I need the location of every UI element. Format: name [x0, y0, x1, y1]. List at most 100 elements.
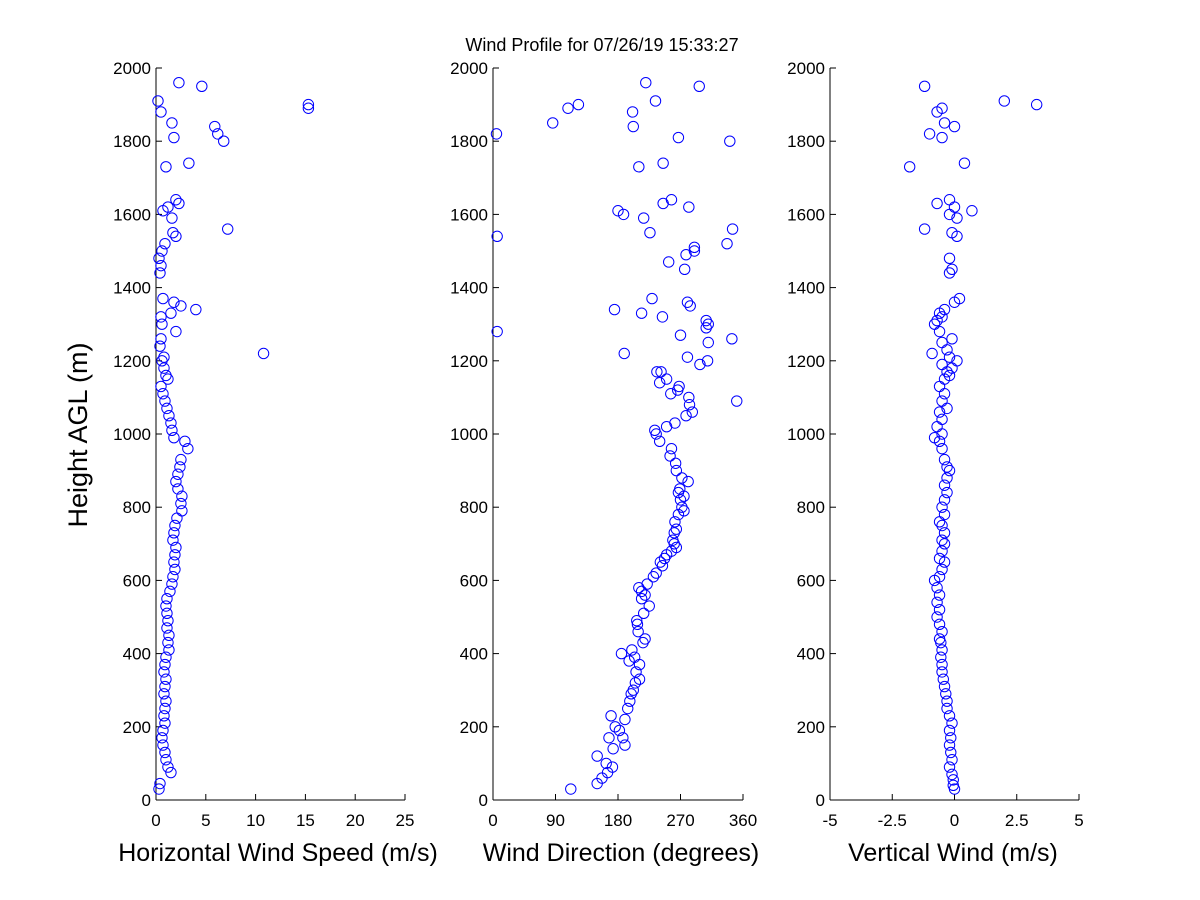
- data-point: [928, 431, 941, 444]
- data-point: [633, 582, 645, 594]
- data-point: [938, 508, 951, 521]
- data-point: [159, 717, 171, 729]
- data-point: [565, 783, 577, 795]
- data-point: [936, 358, 948, 371]
- data-point: [166, 578, 178, 590]
- data-point: [154, 340, 166, 352]
- data-point: [156, 732, 168, 744]
- data-point: [160, 651, 172, 663]
- data-point: [721, 237, 733, 250]
- data-point: [958, 157, 971, 169]
- panel-wind-direction: 0 200 400 600 800 1000 1200 1400 1600 1800 2000 0 90…: [450, 59, 759, 867]
- data-point: [947, 779, 959, 792]
- data-point: [190, 303, 202, 316]
- data-point: [623, 655, 635, 667]
- data-point: [665, 388, 677, 400]
- data-point: [936, 658, 948, 671]
- x-tick-label: -5: [822, 811, 837, 830]
- data-point: [644, 227, 656, 239]
- data-point: [947, 774, 959, 786]
- data-point: [700, 314, 712, 327]
- data-point: [637, 607, 650, 620]
- y-tick-label: 1600: [113, 205, 151, 224]
- data-point: [933, 380, 946, 393]
- points-wind-direction: [490, 76, 743, 795]
- data-point: [635, 593, 648, 605]
- data-point: [731, 395, 743, 407]
- data-point: [165, 417, 177, 429]
- data-point: [159, 395, 171, 407]
- data-point: [619, 739, 631, 751]
- data-point: [946, 754, 958, 766]
- data-point: [649, 95, 662, 107]
- data-point: [683, 391, 695, 404]
- data-point: [607, 743, 619, 755]
- data-point: [302, 98, 315, 111]
- data-point: [166, 117, 178, 129]
- data-point: [941, 461, 953, 473]
- data-point: [175, 497, 187, 510]
- data-point: [943, 369, 956, 382]
- data-point: [946, 263, 958, 275]
- data-point: [966, 205, 978, 217]
- points-horizontal-wind-speed: [152, 76, 315, 795]
- data-point: [169, 519, 181, 532]
- data-point: [161, 622, 173, 634]
- data-point: [631, 618, 644, 631]
- data-point: [168, 131, 180, 144]
- data-point: [656, 311, 669, 323]
- y-tick-label: 1800: [113, 132, 151, 151]
- data-point: [678, 490, 690, 502]
- data-point: [674, 329, 687, 341]
- data-point: [931, 596, 943, 609]
- data-point: [157, 739, 169, 751]
- data-point: [674, 483, 686, 495]
- data-point: [933, 618, 946, 631]
- data-point: [674, 494, 687, 506]
- data-point: [667, 534, 679, 546]
- x-tick-label: -2.5: [878, 811, 907, 830]
- data-point: [170, 541, 182, 554]
- data-point: [643, 600, 655, 612]
- data-point: [622, 702, 634, 715]
- data-point: [680, 410, 692, 422]
- data-point: [174, 461, 186, 473]
- data-point: [678, 263, 691, 275]
- data-point: [941, 695, 953, 707]
- y-tick-label: 600: [460, 571, 488, 590]
- data-point: [948, 120, 961, 133]
- data-point: [936, 625, 948, 638]
- data-point: [161, 402, 173, 415]
- data-point: [609, 721, 621, 733]
- data-point: [941, 344, 953, 356]
- y-tick-label: 2000: [787, 59, 825, 78]
- data-point: [938, 117, 951, 129]
- data-point: [672, 131, 685, 144]
- data-point: [662, 256, 675, 268]
- data-point: [933, 571, 946, 583]
- data-point: [158, 362, 170, 374]
- data-point: [650, 567, 662, 579]
- data-point: [943, 761, 956, 773]
- data-point: [903, 161, 916, 173]
- data-point: [946, 333, 958, 345]
- data-point: [155, 106, 167, 118]
- data-point: [936, 395, 948, 407]
- data-point: [166, 424, 178, 437]
- y-tick-label: 1000: [113, 425, 151, 444]
- data-point: [657, 157, 669, 169]
- data-point: [646, 292, 658, 305]
- data-point: [943, 739, 956, 751]
- data-point: [660, 373, 673, 385]
- data-point: [682, 475, 694, 488]
- x-tick-label: 5: [201, 811, 210, 830]
- data-point: [179, 435, 191, 448]
- data-point: [681, 351, 694, 363]
- data-point: [158, 688, 170, 700]
- data-point: [936, 311, 948, 323]
- data-point: [936, 442, 948, 455]
- data-point: [162, 636, 174, 649]
- data-point: [166, 212, 178, 224]
- data-point: [157, 292, 169, 305]
